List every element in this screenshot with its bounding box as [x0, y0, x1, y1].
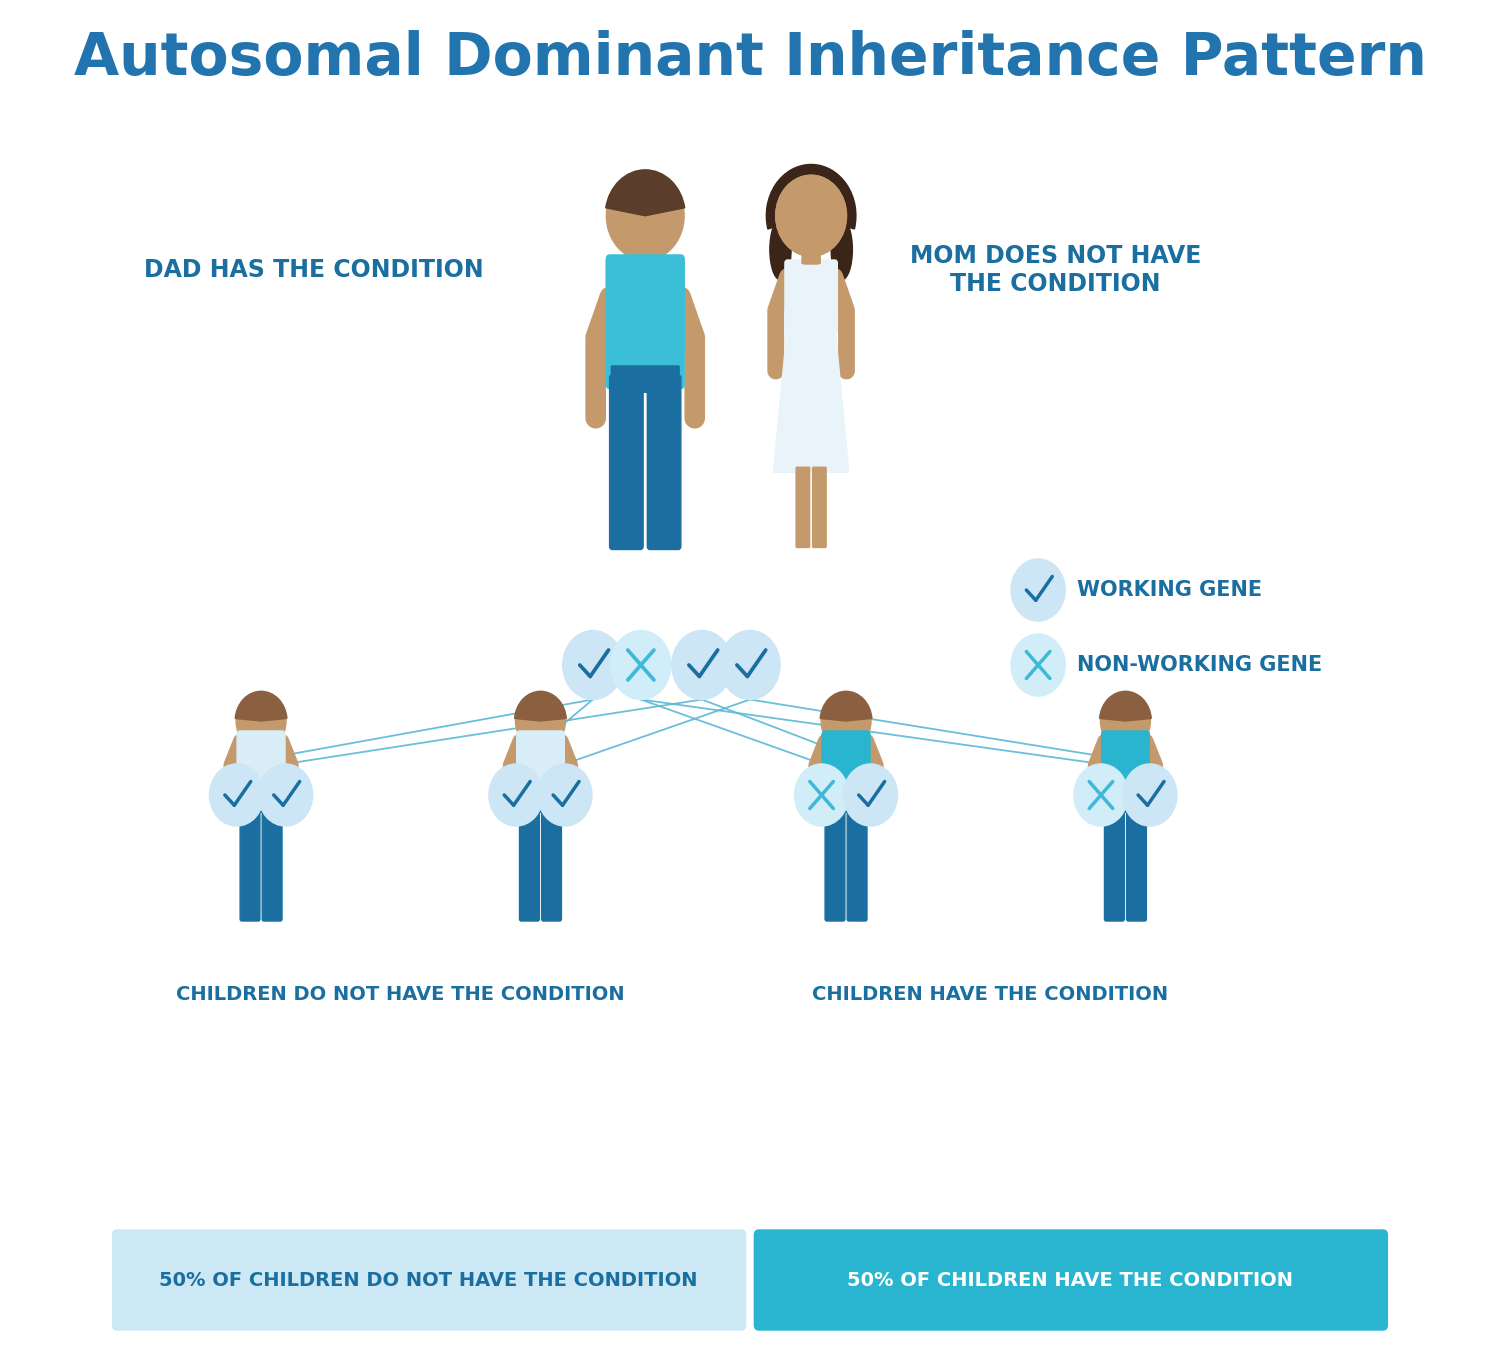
FancyBboxPatch shape [1104, 802, 1125, 921]
Circle shape [538, 764, 592, 826]
Circle shape [720, 630, 780, 699]
FancyBboxPatch shape [754, 1230, 1388, 1330]
Circle shape [562, 630, 622, 699]
Circle shape [821, 693, 872, 749]
FancyBboxPatch shape [634, 235, 656, 267]
Text: CHILDREN DO NOT HAVE THE CONDITION: CHILDREN DO NOT HAVE THE CONDITION [177, 986, 626, 1004]
Circle shape [672, 630, 732, 699]
FancyBboxPatch shape [516, 732, 564, 811]
Wedge shape [1100, 691, 1152, 721]
Circle shape [1124, 764, 1178, 826]
Text: NON-WORKING GENE: NON-WORKING GENE [1077, 655, 1323, 675]
Text: MOM DOES NOT HAVE
THE CONDITION: MOM DOES NOT HAVE THE CONDITION [910, 244, 1202, 296]
FancyBboxPatch shape [827, 796, 866, 813]
Circle shape [776, 176, 846, 256]
FancyBboxPatch shape [240, 802, 260, 921]
Text: Autosomal Dominant Inheritance Pattern: Autosomal Dominant Inheritance Pattern [74, 30, 1426, 86]
FancyBboxPatch shape [519, 802, 540, 921]
Text: DAD HAS THE CONDITION: DAD HAS THE CONDITION [144, 258, 483, 282]
Text: 50% OF CHILDREN HAVE THE CONDITION: 50% OF CHILDREN HAVE THE CONDITION [847, 1270, 1293, 1289]
Circle shape [258, 764, 312, 826]
Text: 50% OF CHILDREN DO NOT HAVE THE CONDITION: 50% OF CHILDREN DO NOT HAVE THE CONDITIO… [159, 1270, 698, 1289]
FancyBboxPatch shape [254, 733, 268, 755]
Circle shape [1011, 559, 1065, 621]
Circle shape [489, 764, 543, 826]
Circle shape [1011, 634, 1065, 697]
FancyBboxPatch shape [1101, 732, 1149, 811]
Polygon shape [774, 324, 849, 472]
FancyBboxPatch shape [262, 802, 282, 921]
Circle shape [210, 764, 264, 826]
FancyBboxPatch shape [802, 235, 820, 265]
FancyBboxPatch shape [1118, 733, 1132, 755]
FancyBboxPatch shape [648, 375, 681, 549]
Circle shape [516, 693, 566, 749]
FancyBboxPatch shape [784, 261, 837, 333]
FancyBboxPatch shape [1101, 732, 1149, 784]
FancyBboxPatch shape [847, 802, 867, 921]
Ellipse shape [831, 219, 852, 279]
FancyBboxPatch shape [609, 375, 644, 549]
FancyBboxPatch shape [237, 732, 285, 784]
FancyBboxPatch shape [822, 732, 870, 811]
Circle shape [1101, 693, 1150, 749]
FancyBboxPatch shape [606, 256, 684, 389]
Circle shape [776, 176, 846, 256]
Wedge shape [514, 691, 567, 721]
Circle shape [236, 693, 286, 749]
FancyBboxPatch shape [542, 802, 561, 921]
Ellipse shape [770, 219, 790, 279]
FancyBboxPatch shape [532, 733, 548, 755]
FancyBboxPatch shape [516, 732, 564, 784]
Circle shape [795, 764, 849, 826]
FancyBboxPatch shape [606, 255, 684, 355]
Wedge shape [821, 691, 872, 721]
FancyBboxPatch shape [612, 366, 680, 393]
FancyBboxPatch shape [1126, 802, 1146, 921]
FancyBboxPatch shape [520, 796, 561, 813]
FancyBboxPatch shape [796, 467, 810, 548]
Circle shape [610, 630, 670, 699]
FancyBboxPatch shape [822, 732, 870, 784]
Wedge shape [236, 691, 286, 721]
Circle shape [1074, 764, 1128, 826]
FancyBboxPatch shape [237, 732, 285, 811]
FancyBboxPatch shape [1106, 796, 1146, 813]
FancyBboxPatch shape [112, 1230, 746, 1330]
FancyBboxPatch shape [813, 467, 826, 548]
Wedge shape [606, 170, 684, 216]
Circle shape [843, 764, 897, 826]
Wedge shape [766, 165, 856, 230]
Text: CHILDREN HAVE THE CONDITION: CHILDREN HAVE THE CONDITION [812, 986, 1168, 1004]
FancyBboxPatch shape [825, 802, 844, 921]
FancyBboxPatch shape [839, 733, 854, 755]
Text: WORKING GENE: WORKING GENE [1077, 580, 1263, 599]
Circle shape [606, 171, 684, 261]
FancyBboxPatch shape [242, 796, 280, 813]
